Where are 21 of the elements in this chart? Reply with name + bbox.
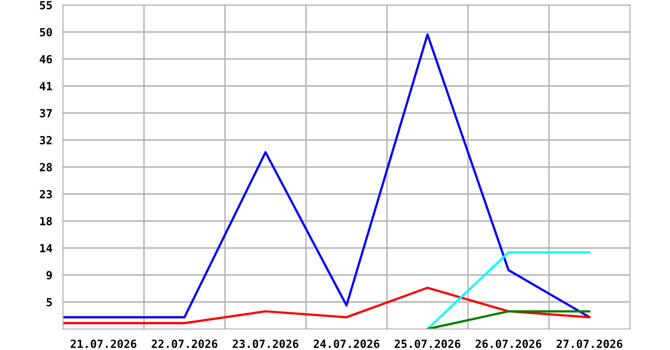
line-series [63, 286, 591, 324]
y-tick-label: 37 [40, 108, 52, 118]
x-tick-label: 21.07.2026 [70, 340, 136, 348]
y-tick-label: 28 [40, 162, 52, 172]
y-tick-label: 46 [40, 54, 52, 64]
y-tick-label: 41 [40, 82, 52, 90]
y-tick-label: 14 [40, 244, 52, 252]
x-tick-label: 26.07.2026 [476, 340, 542, 348]
y-tick-label: 32 [40, 136, 52, 144]
line-series [63, 33, 591, 318]
x-tick-label: 23.07.2026 [232, 340, 298, 348]
x-tick-label: 27.07.2026 [556, 340, 622, 348]
y-tick-label: 50 [40, 28, 52, 36]
y-tick-label: 5 [46, 298, 52, 306]
y-tick-label: 18 [40, 216, 52, 226]
y-tick-label: 55 [40, 1, 52, 10]
x-tick-label: 22.07.2026 [152, 340, 218, 348]
x-tick-label: 24.07.2026 [314, 340, 380, 348]
y-tick-label: 9 [46, 271, 52, 280]
x-tick-label: 25.07.2026 [394, 340, 460, 348]
y-tick-label: 23 [40, 190, 52, 198]
